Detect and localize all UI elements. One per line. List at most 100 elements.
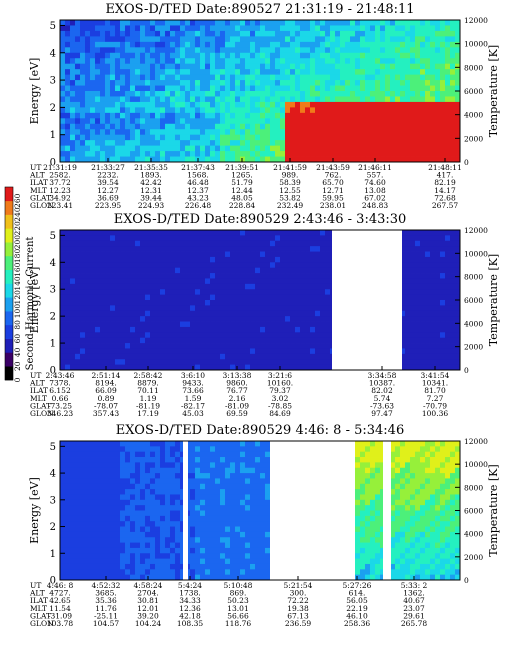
heat-cell	[305, 337, 311, 344]
heat-cell	[65, 574, 71, 581]
heat-cell	[445, 107, 451, 114]
heat-cell	[110, 151, 116, 157]
heat-cell	[175, 505, 181, 511]
heat-cell	[280, 348, 286, 355]
heat-cell	[430, 140, 436, 147]
heat-cell	[95, 52, 101, 59]
heat-cell	[90, 553, 96, 560]
heat-cell	[110, 267, 116, 274]
heat-cell	[210, 69, 216, 76]
heat-cell	[140, 25, 146, 32]
heat-cell	[320, 343, 326, 349]
y-tick-label: 3	[50, 285, 56, 296]
heat-cell	[135, 129, 141, 136]
heat-cell	[215, 41, 221, 48]
orbit-cell: 43.23	[187, 193, 209, 202]
heat-cell	[255, 58, 261, 65]
heat-cell	[130, 553, 136, 560]
heat-cell	[140, 499, 146, 506]
heat-cell	[185, 316, 191, 322]
heat-cell	[270, 36, 276, 43]
heat-cell	[165, 457, 171, 463]
heat-cell	[200, 36, 206, 43]
heat-cell	[260, 145, 266, 152]
heat-cell	[170, 251, 176, 258]
heat-cell	[165, 478, 171, 485]
heat-cell	[170, 240, 176, 247]
heat-cell	[160, 542, 166, 549]
heat-cell	[215, 101, 221, 108]
heat-cell	[130, 25, 136, 32]
heat-cell	[415, 140, 421, 147]
heat-cell	[450, 63, 456, 70]
heat-cell	[125, 348, 131, 355]
heat-cell	[80, 478, 86, 485]
heat-cell	[100, 574, 106, 581]
heat-cell	[120, 140, 126, 147]
heat-cell	[320, 289, 326, 296]
heat-cell	[105, 332, 111, 339]
heat-cell	[115, 240, 121, 247]
heat-cell	[60, 151, 66, 157]
heat-cell	[425, 140, 431, 147]
heat-cell	[240, 294, 246, 301]
heat-cell	[80, 278, 86, 285]
heat-cell	[255, 30, 261, 37]
heat-cell	[385, 96, 391, 103]
heat-cell	[305, 80, 311, 86]
orbit-cell: 21:48:11	[428, 163, 462, 172]
heat-cell	[405, 289, 411, 296]
heat-cell	[90, 478, 96, 485]
heat-cell	[160, 69, 166, 76]
heat-cell	[400, 316, 406, 322]
heat-cell	[230, 156, 236, 163]
heat-cell	[60, 25, 66, 32]
heat-cell	[150, 332, 156, 339]
heat-cell	[380, 123, 386, 130]
heat-cell	[200, 80, 206, 86]
heat-cell	[255, 321, 261, 328]
heat-cell	[350, 134, 356, 141]
orbit-cell: 21:31:19	[43, 163, 77, 172]
heat-cell	[115, 145, 121, 152]
heat-cell	[285, 251, 291, 258]
heat-cell	[140, 558, 146, 565]
heat-cell	[405, 240, 411, 247]
heat-cell	[345, 52, 351, 59]
heat-cell	[110, 321, 116, 328]
heat-cell	[200, 305, 206, 312]
heat-cell	[285, 278, 291, 285]
heat-cell	[305, 151, 311, 157]
heat-cell	[130, 283, 136, 290]
heat-cell	[95, 462, 101, 469]
orbit-cell: 17.19	[137, 409, 159, 418]
heat-cell	[280, 321, 286, 328]
heat-cell	[425, 41, 431, 48]
heat-cell	[120, 273, 126, 279]
heat-cell	[410, 332, 416, 339]
heat-cell	[195, 107, 201, 114]
heat-cell	[90, 483, 96, 490]
heat-cell	[405, 267, 411, 274]
heat-cell	[175, 348, 181, 355]
heat-cell	[175, 107, 181, 114]
heat-cell	[300, 151, 306, 157]
heat-cell	[65, 74, 71, 81]
orbit-cell: 7.27	[427, 394, 444, 403]
heat-cell	[165, 348, 171, 355]
heat-cell	[195, 151, 201, 157]
heat-cell	[110, 30, 116, 37]
heat-cell	[60, 47, 66, 54]
heat-cell	[100, 240, 106, 247]
heat-cell	[75, 531, 81, 538]
heat-cell	[280, 129, 286, 136]
heat-cell	[225, 256, 231, 263]
heat-cell	[260, 118, 266, 125]
heat-cell	[245, 145, 251, 152]
heat-cell	[155, 531, 161, 538]
heat-cell	[155, 85, 161, 92]
heat-cell	[450, 343, 456, 349]
heat-cell	[200, 123, 206, 130]
heat-cell	[90, 256, 96, 263]
heat-cell	[95, 526, 101, 533]
